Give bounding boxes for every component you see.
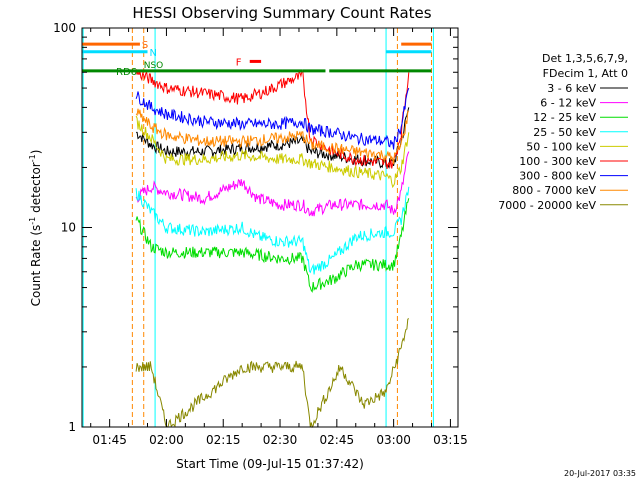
x-tick-label-6: 03:15 xyxy=(433,433,468,447)
y-tick-label-0: 1 xyxy=(68,420,76,434)
legend-header-line-2: FDecim 1, Att 0 xyxy=(543,67,628,80)
chart-title: HESSI Observing Summary Count Rates xyxy=(132,4,431,22)
flag-label-2: F xyxy=(236,57,242,68)
legend-header-line-1: Det 1,3,5,6,7,9, xyxy=(542,52,628,65)
series-line-2 xyxy=(135,198,410,293)
y-axis-label: Count Rate (s-1 detector-1) xyxy=(28,150,43,307)
x-tick-label-3: 02:30 xyxy=(263,433,298,447)
legend-label-6: 300 - 800 keV xyxy=(519,170,596,183)
flag-extra-label-0: NSO xyxy=(144,61,164,71)
series-line-5 xyxy=(135,69,410,169)
legend-label-8: 7000 - 20000 keV xyxy=(498,199,596,212)
legend-label-4: 50 - 100 keV xyxy=(526,140,596,153)
legend-label-7: 800 - 7000 keV xyxy=(512,184,596,197)
series-line-4 xyxy=(135,115,410,189)
legend-label-5: 100 - 300 keV xyxy=(519,155,596,168)
axes: 01:45 02:00 02:15 02:30 02:45 03:00 03:15 1 10 10… xyxy=(53,21,468,447)
x-tick-label-5: 03:00 xyxy=(376,433,411,447)
series-line-0 xyxy=(136,107,410,170)
y-tick-label-2: 100 xyxy=(53,21,76,35)
x-tick-label-2: 02:15 xyxy=(206,433,241,447)
series-line-3 xyxy=(135,186,410,275)
legend-label-3: 25 - 50 keV xyxy=(533,126,596,139)
legend: Det 1,3,5,6,7,9, FDecim 1, Att 0 3 - 6 k… xyxy=(498,52,628,212)
legend-label-1: 6 - 12 keV xyxy=(540,97,596,110)
series-line-8 xyxy=(135,318,410,429)
x-tick-label-4: 02:45 xyxy=(320,433,355,447)
plot-area: SN F RD6 NSO xyxy=(82,28,434,429)
flag-label-0: S xyxy=(142,40,148,51)
footer-timestamp: 20-Jul-2017 03:35 xyxy=(564,469,636,478)
x-tick-label-0: 01:45 xyxy=(92,433,127,447)
series-line-7 xyxy=(135,108,410,165)
flag-label-3: RD6 xyxy=(116,67,137,78)
x-tick-label-1: 02:00 xyxy=(149,433,184,447)
legend-label-2: 12 - 25 keV xyxy=(533,111,596,124)
legend-label-0: 3 - 6 keV xyxy=(547,82,596,95)
series-line-6 xyxy=(135,87,410,150)
x-axis-label: Start Time (09-Jul-15 01:37:42) xyxy=(176,457,364,471)
flag-label-1: N xyxy=(150,48,157,59)
y-tick-label-1: 10 xyxy=(61,221,76,235)
series-line-1 xyxy=(135,151,410,217)
